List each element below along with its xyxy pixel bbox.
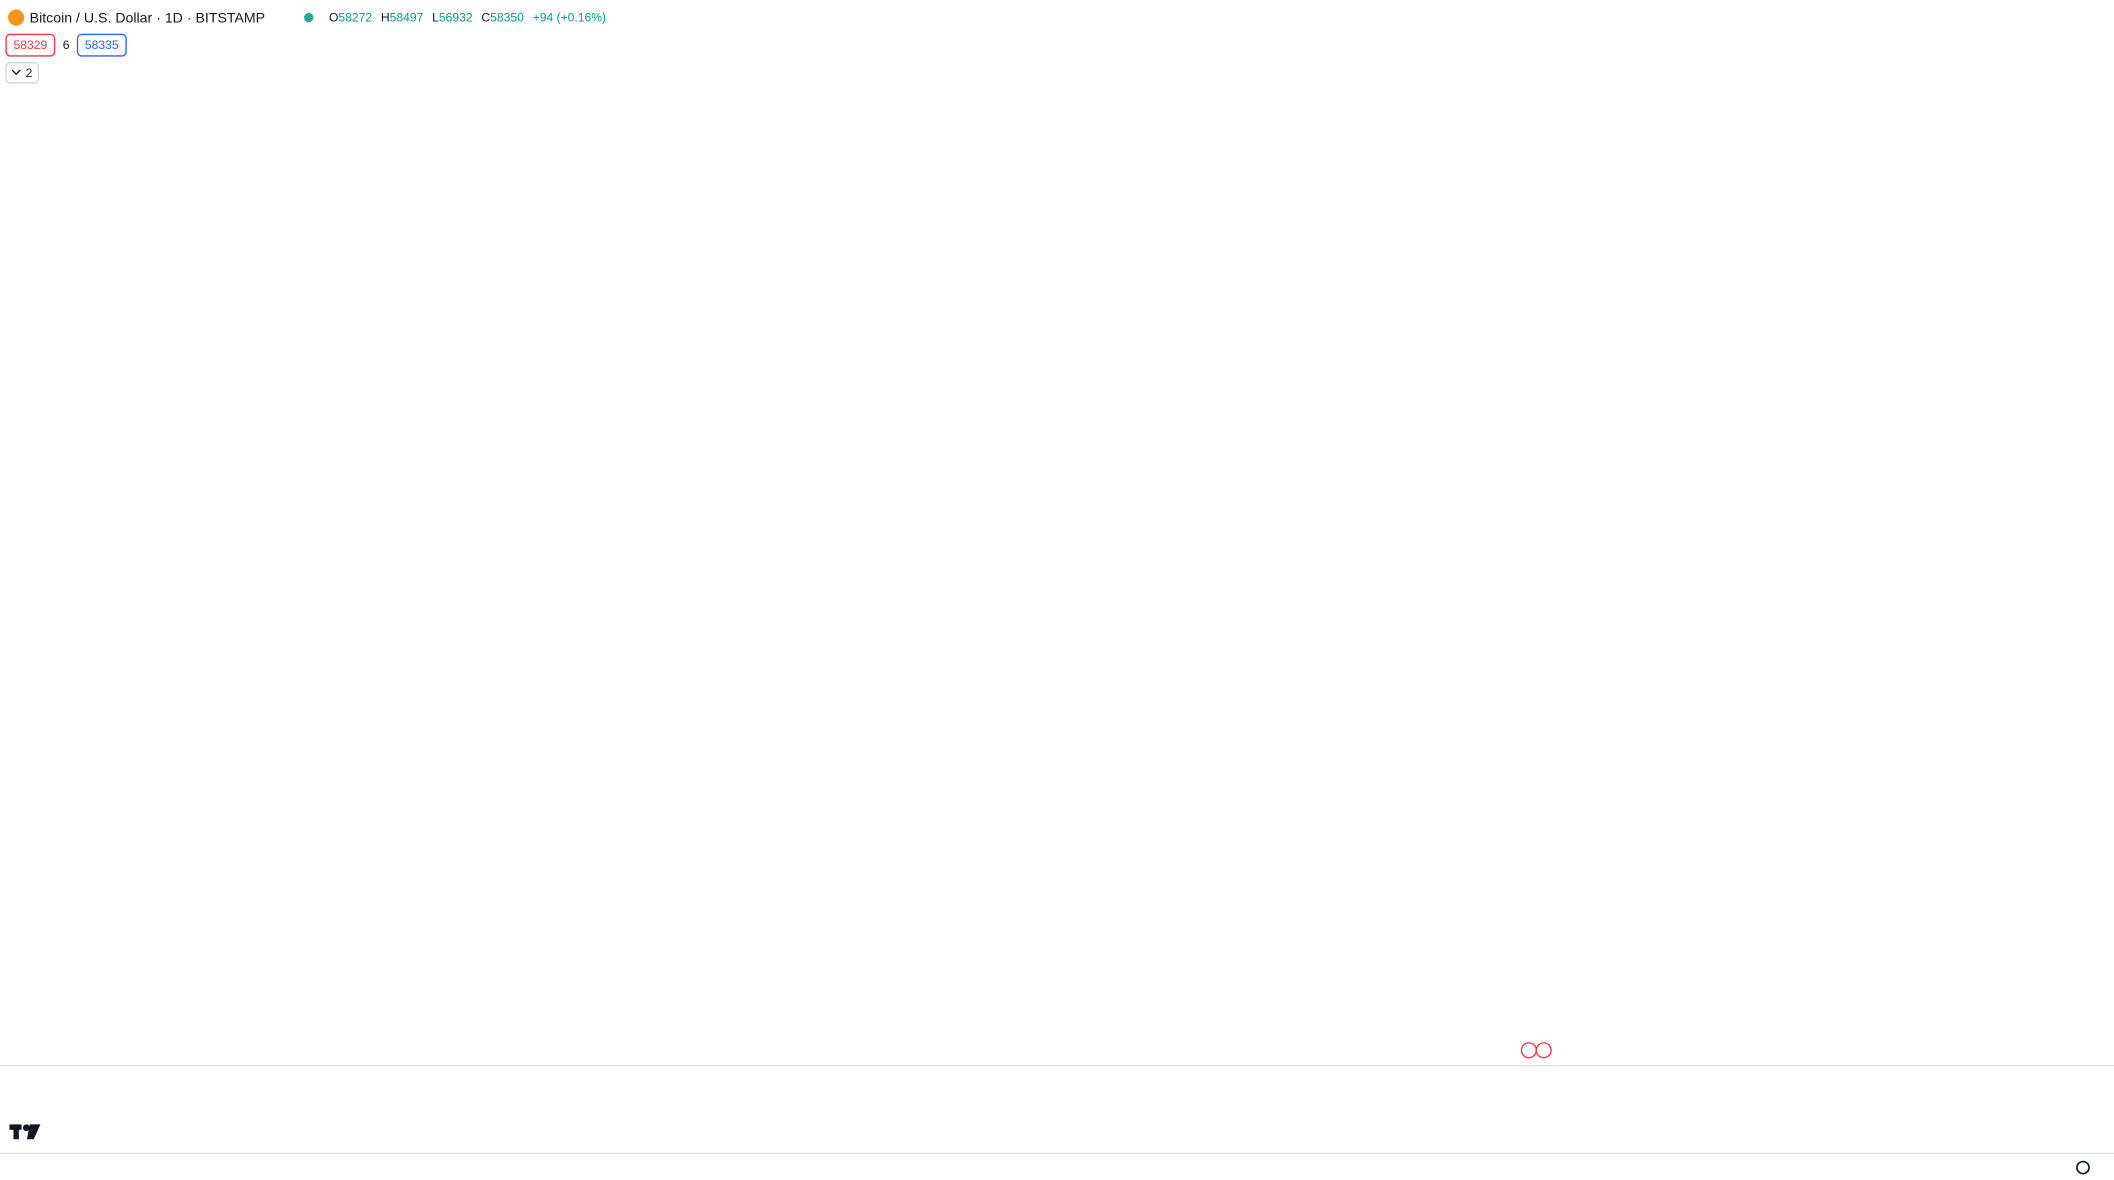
ohlc-value: 58272 bbox=[338, 11, 372, 25]
logo-part bbox=[13, 1124, 19, 1140]
sell-price: 58329 bbox=[13, 38, 47, 52]
event-icon[interactable] bbox=[1535, 1042, 1552, 1059]
event-icon[interactable] bbox=[1520, 1042, 1537, 1059]
logo-part bbox=[22, 1124, 30, 1132]
settings-icon[interactable] bbox=[2076, 1160, 2090, 1175]
ohlc-value: 58350 bbox=[490, 11, 524, 25]
ohlc-value: 56932 bbox=[439, 11, 473, 25]
ohlc-label: H bbox=[381, 11, 390, 25]
ohlc-label: C bbox=[481, 11, 490, 25]
spread: 6 bbox=[63, 38, 70, 52]
ohlc-legend: O58272 H58497 L56932 C58350 +94 (+0.16%) bbox=[329, 11, 606, 25]
buy-button[interactable] bbox=[76, 33, 127, 57]
sell-button[interactable] bbox=[5, 33, 56, 57]
indicators-count: 2 bbox=[26, 66, 33, 80]
coin-icon bbox=[8, 9, 25, 26]
market-status[interactable] bbox=[304, 12, 314, 23]
ohlc-label: O bbox=[329, 11, 338, 25]
buy-price: 58335 bbox=[85, 38, 119, 52]
chevron-icon bbox=[11, 69, 21, 76]
indicators-toggle[interactable] bbox=[5, 62, 40, 84]
chart-title[interactable]: Bitcoin / U.S. Dollar · 1D · BITSTAMP bbox=[30, 10, 265, 26]
change: +94 (+0.16%) bbox=[533, 11, 606, 25]
ohlc-value: 58497 bbox=[390, 11, 424, 25]
logo-part bbox=[26, 1124, 41, 1140]
logo bbox=[9, 1124, 41, 1140]
ohlc-label: L bbox=[432, 11, 439, 25]
